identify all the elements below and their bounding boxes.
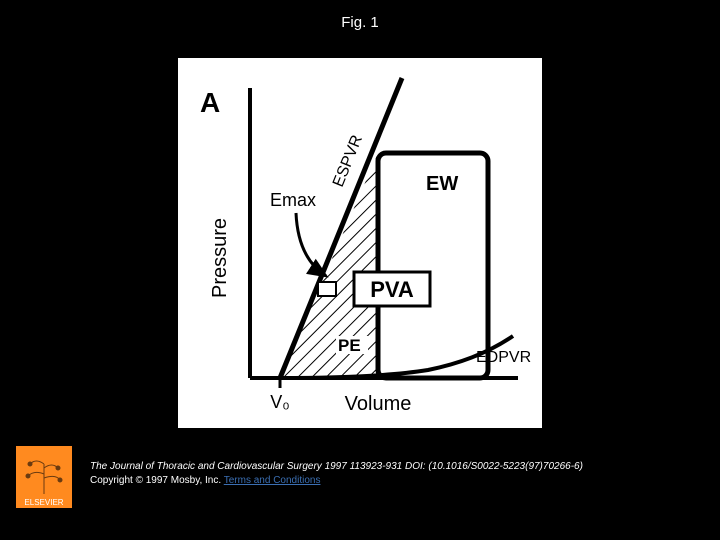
copyright-text: Copyright © 1997 Mosby, Inc. [90, 475, 221, 486]
pva-label: PVA [370, 277, 414, 302]
v0-label: V₀ [270, 392, 289, 412]
citation-line: The Journal of Thoracic and Cardiovascul… [90, 460, 583, 474]
panel-letter: A [200, 87, 220, 118]
pe-label: PE [338, 336, 361, 355]
ew-label: EW [426, 173, 458, 195]
figure-title: Fig. 1 [0, 14, 720, 31]
espvr-connector [318, 282, 336, 296]
edpvr-label: EDPVR [476, 349, 531, 366]
x-axis-label: Volume [345, 393, 412, 415]
citation-footer: The Journal of Thoracic and Cardiovascul… [90, 460, 583, 488]
citation-doi: (10.1016/S0022-5223(97)70266-6) [428, 461, 583, 472]
pv-diagram-svg: A PVA Emax ESPVR EW [178, 58, 542, 428]
elsevier-logo: ELSEVIER [16, 446, 72, 508]
emax-arrow [296, 213, 326, 276]
pv-diagram: A PVA Emax ESPVR EW [178, 58, 542, 428]
terms-link[interactable]: Terms and Conditions [224, 475, 321, 486]
emax-label: Emax [270, 190, 316, 210]
elsevier-wordmark: ELSEVIER [24, 498, 63, 507]
y-axis-label: Pressure [209, 218, 231, 298]
copyright-line: Copyright © 1997 Mosby, Inc. Terms and C… [90, 474, 583, 488]
citation-yvp: 1997 113923-931 [325, 461, 403, 472]
citation-journal: The Journal of Thoracic and Cardiovascul… [90, 461, 322, 472]
slide: Fig. 1 A [0, 0, 720, 540]
citation-doi-label: DOI: [405, 461, 426, 472]
